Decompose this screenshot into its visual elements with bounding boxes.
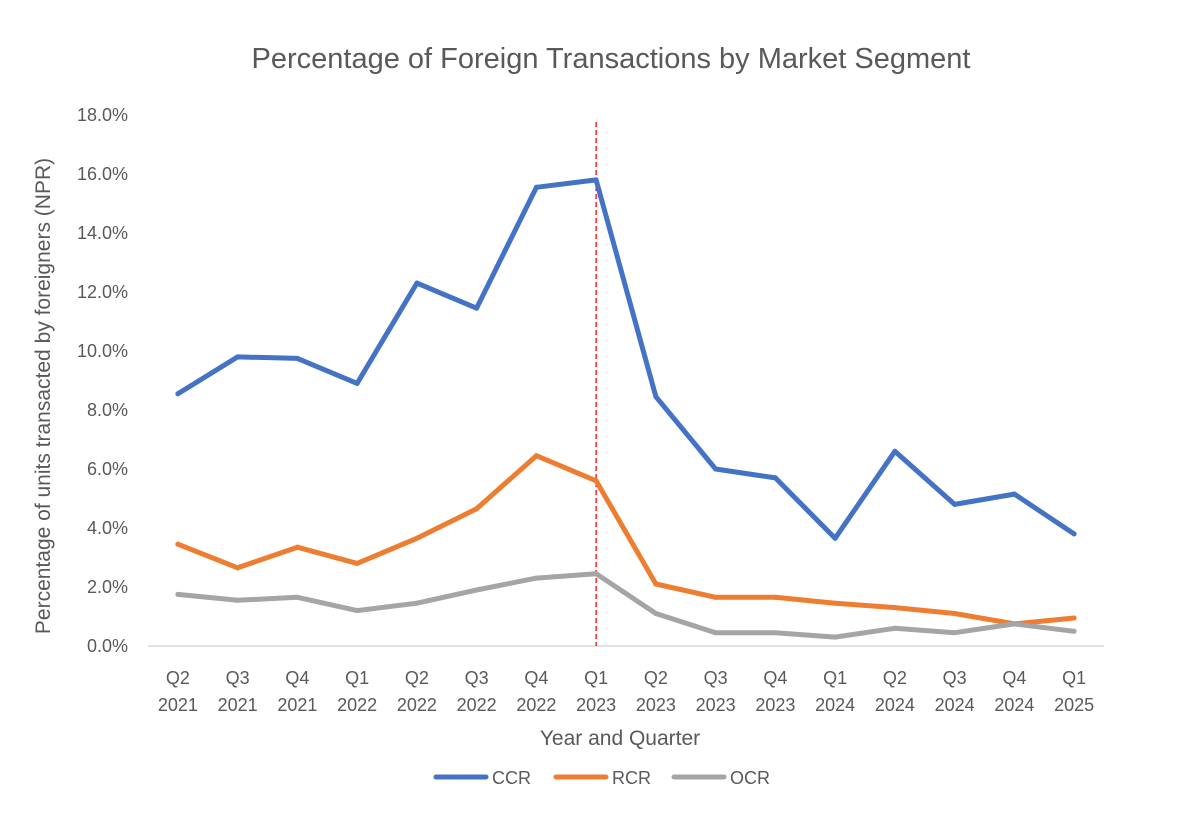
data-point-ocr bbox=[474, 587, 480, 593]
x-tick-label: Q4 2022 bbox=[516, 668, 556, 715]
data-point-ccr bbox=[653, 394, 659, 400]
data-point-ocr bbox=[772, 630, 778, 636]
data-point-ocr bbox=[1011, 621, 1017, 627]
data-point-ccr bbox=[235, 354, 241, 360]
data-point-ocr bbox=[832, 634, 838, 640]
legend-label-rcr: RCR bbox=[612, 768, 651, 788]
x-tick-label: Q3 2023 bbox=[696, 668, 736, 715]
data-point-rcr bbox=[772, 594, 778, 600]
y-tick-label: 6.0% bbox=[87, 459, 128, 479]
data-point-rcr bbox=[414, 535, 420, 541]
x-tick-label: Q4 2023 bbox=[755, 668, 795, 715]
x-tick-label: Q1 2023 bbox=[576, 668, 616, 715]
data-point-ccr bbox=[1071, 531, 1077, 537]
series-line-rcr bbox=[175, 453, 1077, 627]
x-tick-label: Q1 2022 bbox=[337, 668, 377, 715]
data-point-ocr bbox=[533, 575, 539, 581]
legend: CCR RCR OCR bbox=[433, 768, 770, 788]
x-tick-label: Q3 2024 bbox=[935, 668, 975, 715]
x-tick-label: Q2 2021 bbox=[158, 668, 198, 715]
x-tick-label: Q3 2021 bbox=[218, 668, 258, 715]
y-tick-label: 14.0% bbox=[77, 223, 128, 243]
data-point-rcr bbox=[952, 611, 958, 617]
data-point-rcr bbox=[653, 581, 659, 587]
x-tick-label: Q1 2024 bbox=[815, 668, 855, 715]
data-point-ccr bbox=[414, 280, 420, 286]
data-point-ccr bbox=[175, 391, 181, 397]
legend-label-ocr: OCR bbox=[730, 768, 770, 788]
y-tick-label: 2.0% bbox=[87, 577, 128, 597]
data-point-rcr bbox=[474, 506, 480, 512]
data-point-rcr bbox=[175, 541, 181, 547]
data-point-ccr bbox=[952, 501, 958, 507]
data-point-ccr bbox=[354, 380, 360, 386]
data-point-rcr bbox=[354, 560, 360, 566]
series-layer bbox=[175, 177, 1077, 640]
data-point-ocr bbox=[713, 630, 719, 636]
data-point-ocr bbox=[235, 597, 241, 603]
data-point-rcr bbox=[235, 565, 241, 571]
x-tick-label: Q4 2024 bbox=[994, 668, 1034, 715]
chart-title: Percentage of Foreign Transactions by Ma… bbox=[252, 43, 971, 75]
data-point-ccr bbox=[832, 535, 838, 541]
data-point-ocr bbox=[294, 594, 300, 600]
y-tick-label: 12.0% bbox=[77, 282, 128, 302]
data-point-rcr bbox=[1071, 615, 1077, 621]
series-line-ocr bbox=[175, 571, 1077, 640]
x-tick-label: Q2 2024 bbox=[875, 668, 915, 715]
data-point-ocr bbox=[1071, 628, 1077, 634]
x-tick-label: Q2 2023 bbox=[636, 668, 676, 715]
y-tick-label: 8.0% bbox=[87, 400, 128, 420]
data-point-ccr bbox=[533, 184, 539, 190]
data-point-rcr bbox=[294, 544, 300, 550]
y-axis-ticks: 0.0% 2.0% 4.0% 6.0% 8.0% 10.0% 12.0% 14.0% 16.0%… bbox=[77, 105, 128, 656]
y-tick-label: 10.0% bbox=[77, 341, 128, 361]
data-point-ccr bbox=[1011, 491, 1017, 497]
data-point-rcr bbox=[713, 594, 719, 600]
data-point-rcr bbox=[892, 605, 898, 611]
y-tick-label: 4.0% bbox=[87, 518, 128, 538]
data-point-rcr bbox=[832, 600, 838, 606]
data-point-ccr bbox=[474, 305, 480, 311]
y-tick-label: 16.0% bbox=[77, 164, 128, 184]
data-point-ocr bbox=[414, 600, 420, 606]
x-axis-ticks: Q2 2021 Q3 2021 Q4 2021 Q1 2022 Q2 2022 Q3 2022 Q4 20… bbox=[158, 668, 1094, 715]
data-point-rcr bbox=[533, 453, 539, 459]
data-point-ocr bbox=[354, 608, 360, 614]
data-point-ocr bbox=[952, 630, 958, 636]
x-axis-title: Year and Quarter bbox=[540, 727, 700, 750]
data-point-ocr bbox=[175, 591, 181, 597]
x-tick-label: Q1 2025 bbox=[1054, 668, 1094, 715]
legend-label-ccr: CCR bbox=[492, 768, 531, 788]
x-tick-label: Q3 2022 bbox=[457, 668, 497, 715]
data-point-ccr bbox=[593, 177, 599, 183]
data-point-ccr bbox=[713, 466, 719, 472]
data-point-ccr bbox=[892, 448, 898, 454]
series-line-ccr bbox=[175, 177, 1077, 541]
data-point-rcr bbox=[593, 478, 599, 484]
y-tick-label: 18.0% bbox=[77, 105, 128, 125]
x-tick-label: Q2 2022 bbox=[397, 668, 437, 715]
data-point-ocr bbox=[892, 625, 898, 631]
y-axis-title: Percentage of units transacted by foreig… bbox=[32, 158, 55, 634]
data-point-ocr bbox=[593, 571, 599, 577]
data-point-ccr bbox=[772, 475, 778, 481]
y-tick-label: 0.0% bbox=[87, 636, 128, 656]
x-tick-label: Q4 2021 bbox=[277, 668, 317, 715]
data-point-ccr bbox=[294, 355, 300, 361]
data-point-ocr bbox=[653, 611, 659, 617]
